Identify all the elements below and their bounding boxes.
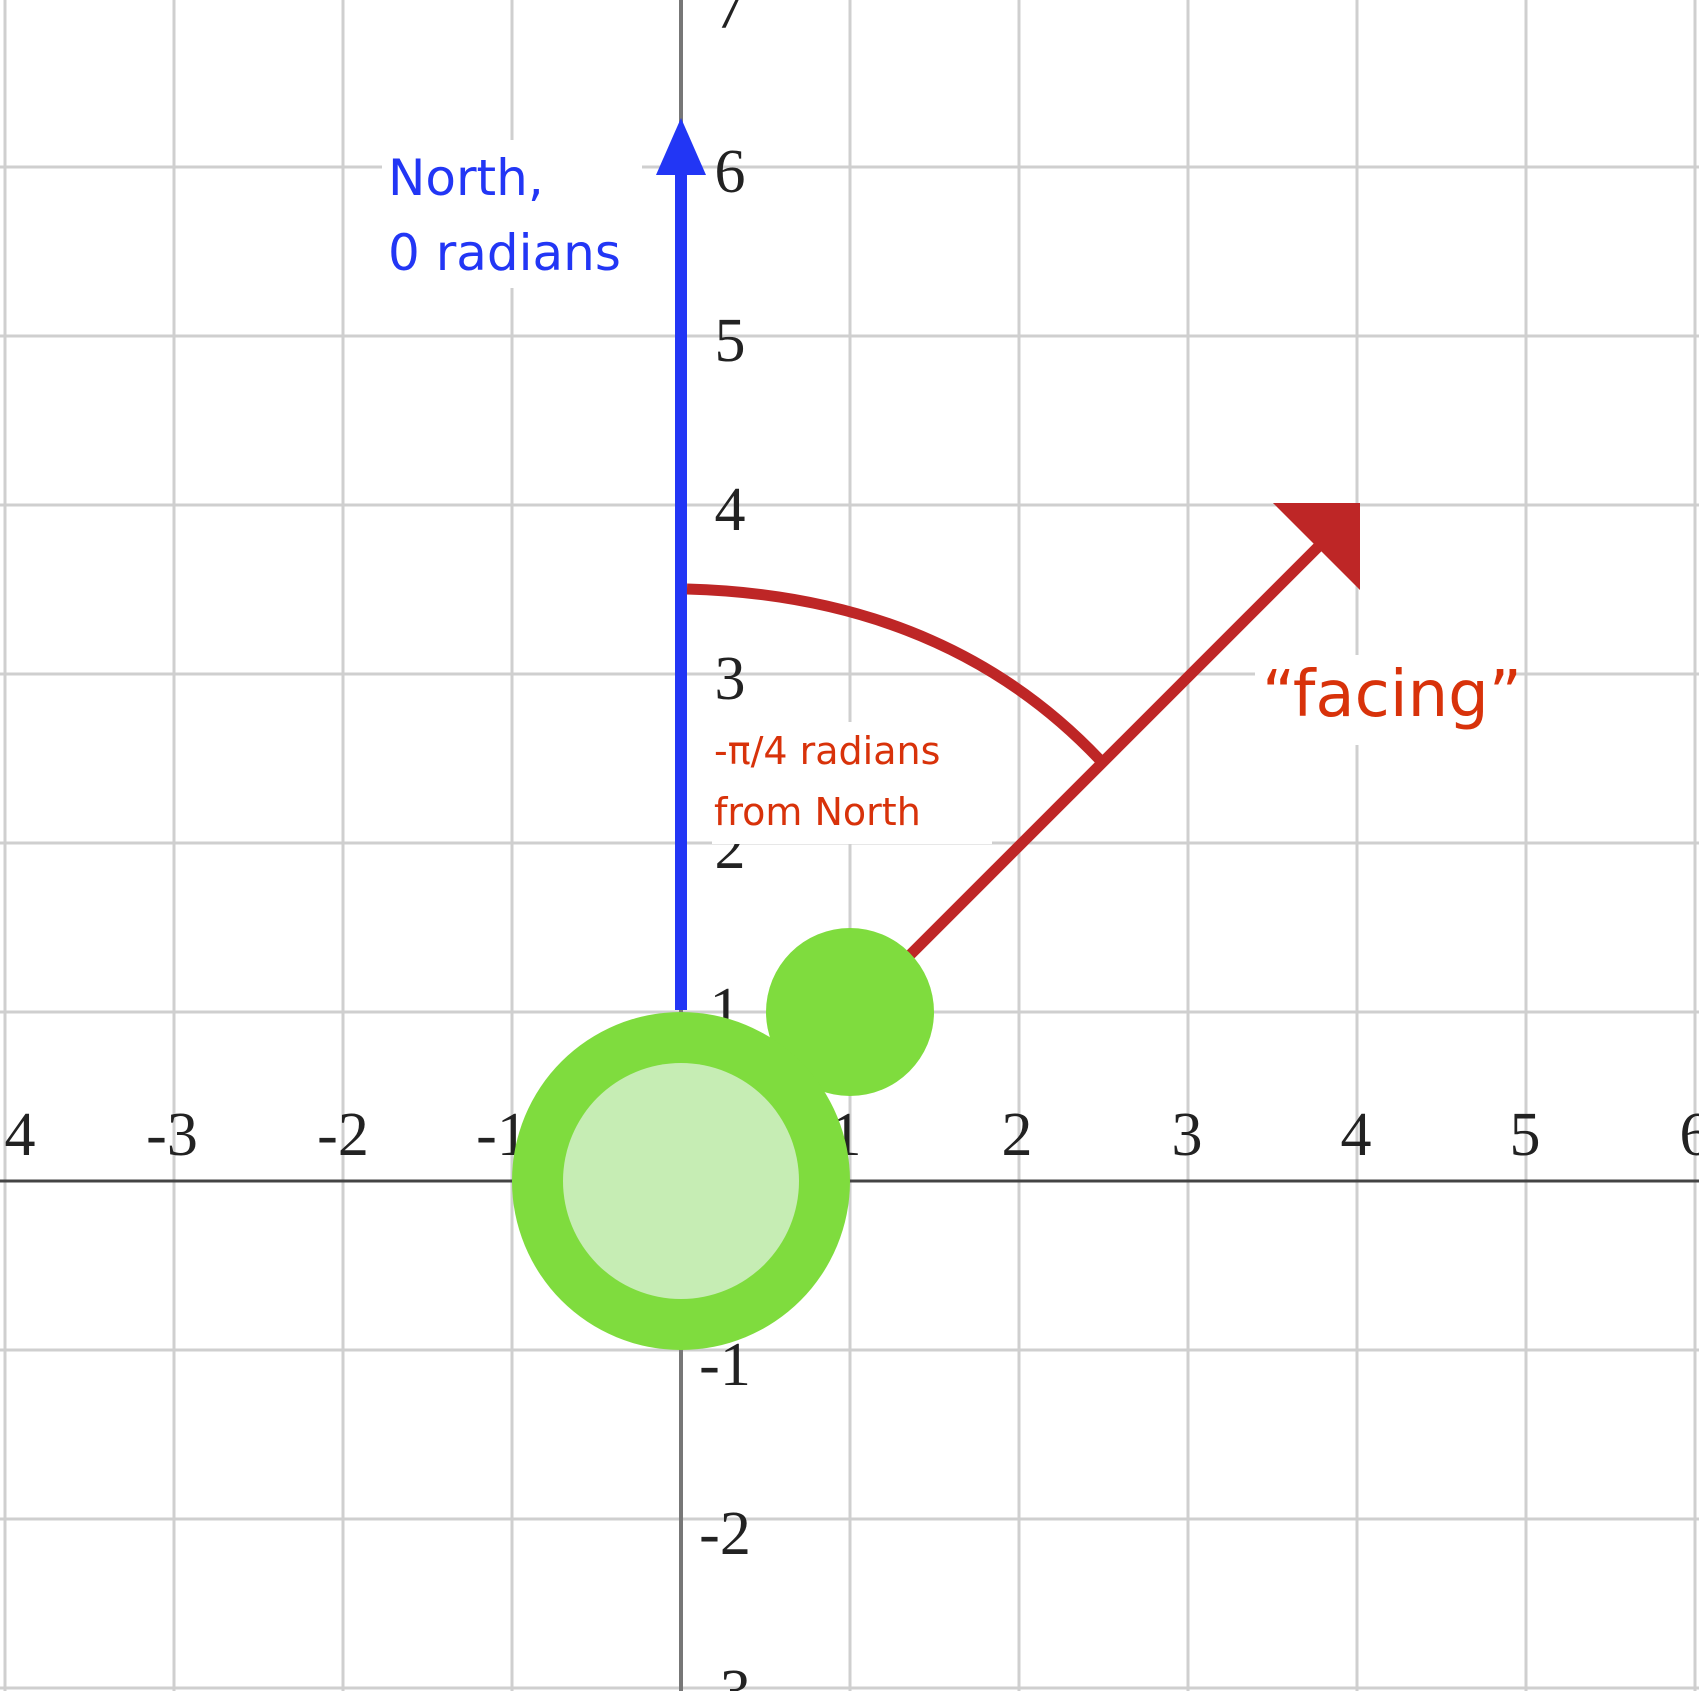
facing-arrowhead (1273, 503, 1360, 590)
angle-label-line2: from North (714, 790, 921, 834)
robot-head (766, 928, 934, 1096)
x-tick-label: 2 (1002, 1101, 1033, 1169)
y-tick-label: 3 (715, 645, 746, 713)
robot-body-inner (563, 1063, 799, 1299)
facing-arrow-shaft (896, 531, 1334, 969)
angle-label-background (712, 722, 992, 844)
x-tick-label: 4 (5, 1101, 36, 1169)
north-label-line2: 0 radians (388, 224, 621, 282)
x-tick-label: 4 (1341, 1101, 1372, 1169)
facing-label: “facing” (1262, 658, 1522, 732)
y-tick-label: -2 (699, 1500, 751, 1568)
y-tick-label: 7 (715, 0, 746, 42)
x-tick-label: 6 (1680, 1101, 1699, 1169)
angle-label-line1: -π/4 radians (714, 729, 940, 773)
y-tick-label: 4 (715, 476, 746, 544)
north-label-background (382, 140, 642, 288)
x-tick-label: 5 (1510, 1101, 1541, 1169)
x-tick-label: 3 (1172, 1101, 1203, 1169)
facing-label-background (1255, 655, 1515, 745)
x-tick-labels: 4 -3 -2 -1 1 2 3 4 5 6 (5, 1101, 1699, 1169)
facing-arrow (896, 503, 1360, 969)
robot (512, 928, 934, 1350)
y-tick-label: -3 (699, 1658, 751, 1691)
angle-arc (686, 583, 1104, 764)
north-label-line1: North, (388, 149, 544, 207)
north-arrow (656, 118, 706, 1010)
x-tick-label: -2 (317, 1101, 369, 1169)
y-tick-label: 5 (715, 307, 746, 375)
north-arrowhead (656, 118, 706, 175)
y-tick-labels: 7 6 5 4 3 2 1 -1 -2 -3 (699, 0, 751, 1691)
y-tick-label: 6 (715, 138, 746, 206)
x-tick-label: -3 (146, 1101, 198, 1169)
